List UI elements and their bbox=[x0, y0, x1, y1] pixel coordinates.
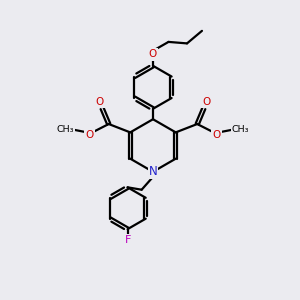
Text: CH₃: CH₃ bbox=[232, 125, 249, 134]
Text: O: O bbox=[96, 97, 104, 107]
Text: N: N bbox=[148, 165, 158, 178]
Text: O: O bbox=[212, 130, 221, 140]
Text: O: O bbox=[202, 97, 210, 107]
Text: CH₃: CH₃ bbox=[57, 125, 74, 134]
Text: O: O bbox=[149, 50, 157, 59]
Text: F: F bbox=[124, 236, 131, 245]
Text: O: O bbox=[85, 130, 93, 140]
